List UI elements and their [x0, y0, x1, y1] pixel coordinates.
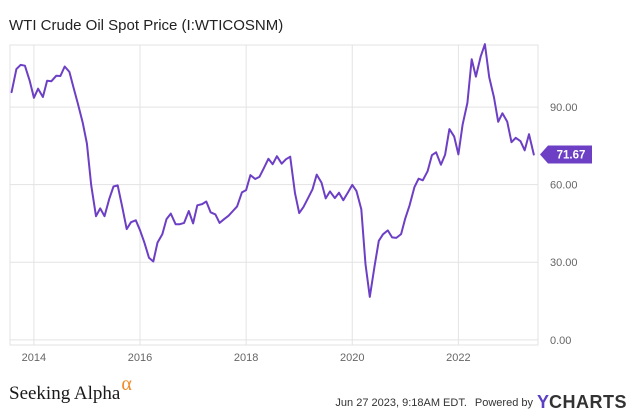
- brand-name: Seeking Alpha: [9, 383, 121, 404]
- x-tick-label: 2018: [234, 352, 258, 364]
- x-tick-label: 2020: [340, 352, 364, 364]
- last-value-label: 71.67: [557, 149, 586, 161]
- y-tick-label: 90.00: [550, 102, 578, 114]
- footer-info: Jun 27 2023, 9:18AM EDT. Powered by Y CHA…: [335, 392, 627, 413]
- last-value-marker: 71.67: [540, 145, 592, 164]
- ycharts-logo[interactable]: Y CHARTS: [537, 392, 627, 413]
- powered-by-label: Powered by: [474, 396, 533, 409]
- gridlines: [9, 44, 539, 346]
- plot-frame: [9, 44, 539, 346]
- chart-title: WTI Crude Oil Spot Price (I:WTICOSNM): [9, 17, 284, 34]
- series-line: [10, 43, 535, 298]
- ycharts-y-icon: Y: [536, 392, 549, 412]
- alpha-icon: α: [121, 373, 132, 395]
- y-tick-label: 60.00: [550, 180, 578, 192]
- y-tick-label: 0.00: [550, 335, 571, 347]
- y-tick-label: 30.00: [550, 257, 578, 269]
- x-tick-label: 2014: [22, 352, 46, 364]
- series-group: [10, 43, 535, 298]
- last-value-badge: [540, 145, 592, 164]
- x-axis: 2014 2016 2018 2020 2022: [22, 352, 471, 364]
- y-axis: 0.00 30.00 60.00 90.00: [550, 102, 578, 347]
- ycharts-wordmark: CHARTS: [549, 392, 627, 412]
- seeking-alpha-logo[interactable]: Seeking Alphaα: [9, 373, 132, 405]
- x-tick-label: 2016: [128, 352, 152, 364]
- timestamp: Jun 27 2023, 9:18AM EDT.: [335, 396, 467, 409]
- x-tick-label: 2022: [446, 352, 470, 364]
